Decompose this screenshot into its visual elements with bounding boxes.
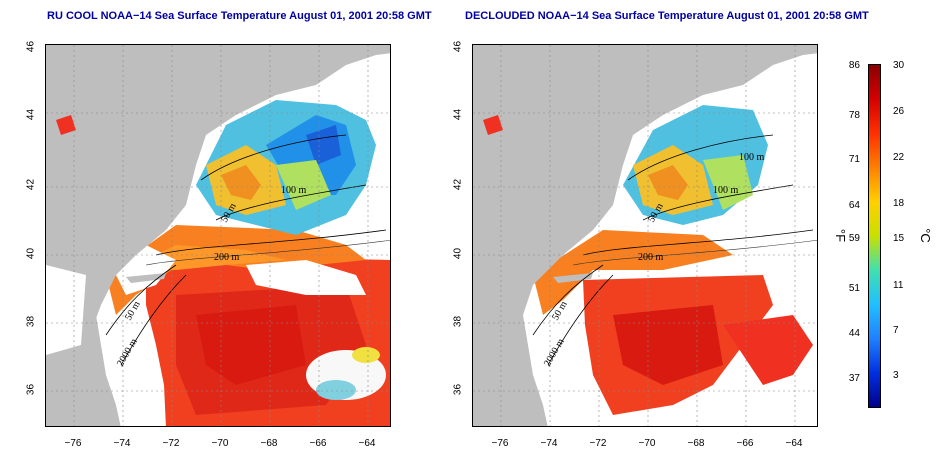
colorbar-c-tick: 18 [893, 198, 905, 209]
right-x-tick: −66 [736, 438, 754, 449]
left-contour-label-2000: 2000 m [115, 337, 140, 369]
right-sst-map: 100 m 100 m 50 m 200 m 50 m 2000 m [472, 44, 818, 427]
left-y-tick: 36 [25, 383, 37, 396]
left-x-tick: −70 [211, 438, 229, 449]
right-y-tick: 46 [452, 40, 464, 53]
colorbar-f-tick: 37 [848, 373, 860, 384]
colorbar-f-tick: 59 [848, 233, 860, 244]
celsius-unit-label: °C [917, 228, 933, 243]
right-map-title: DECLOUDED NOAA−14 Sea Surface Temperatur… [465, 10, 869, 22]
colorbar-c-tick: 26 [893, 106, 905, 117]
right-y-tick: 40 [452, 247, 464, 260]
colorbar-f-tick: 64 [848, 200, 860, 211]
left-x-tick: −74 [113, 438, 131, 449]
left-map-title: RU COOL NOAA−14 Sea Surface Temperature … [47, 10, 432, 22]
left-x-tick: −66 [309, 438, 327, 449]
right-x-tick: −74 [540, 438, 558, 449]
right-contour-label-100: 100 m [713, 185, 739, 196]
right-y-tick: 44 [452, 108, 464, 121]
left-x-tick: −64 [358, 438, 376, 449]
colorbar-f-tick: 51 [848, 283, 860, 294]
right-x-tick: −70 [638, 438, 656, 449]
right-x-tick: −64 [785, 438, 803, 449]
left-sst-image: 100 m 50 m 200 m 50 m 2000 m [46, 45, 390, 426]
left-y-tick: 38 [25, 315, 37, 328]
colorbar-f-tick: 71 [848, 154, 860, 165]
right-y-tick: 38 [452, 315, 464, 328]
right-y-tick: 42 [452, 178, 464, 191]
right-sst-image: 100 m 100 m 50 m 200 m 50 m 2000 m [473, 45, 817, 426]
right-x-tick: −72 [589, 438, 607, 449]
left-contour-label-200: 200 m [214, 252, 240, 263]
left-y-tick: 46 [25, 40, 37, 53]
right-x-tick: −76 [491, 438, 509, 449]
colorbar-f-tick: 44 [848, 328, 860, 339]
temperature-colorbar [868, 64, 881, 408]
right-y-tick: 36 [452, 383, 464, 396]
colorbar-f-tick: 78 [848, 110, 860, 121]
left-x-tick: −76 [64, 438, 82, 449]
right-x-tick: −68 [687, 438, 705, 449]
colorbar-c-tick: 7 [893, 325, 899, 336]
colorbar-c-tick: 15 [893, 233, 905, 244]
left-y-tick: 42 [25, 178, 37, 191]
left-y-tick: 40 [25, 247, 37, 260]
left-contour-label-100: 100 m [281, 185, 307, 196]
colorbar-c-tick: 22 [893, 152, 905, 163]
right-contour-label-100-north: 100 m [739, 152, 765, 163]
fahrenheit-unit-label: °F [833, 228, 849, 243]
right-contour-label-200: 200 m [638, 252, 664, 263]
left-x-tick: −72 [162, 438, 180, 449]
right-contour-label-2000: 2000 m [542, 337, 567, 369]
colorbar-c-tick: 30 [893, 60, 905, 71]
colorbar-c-tick: 3 [893, 370, 899, 381]
colorbar-f-tick: 86 [848, 60, 860, 71]
left-y-tick: 44 [25, 108, 37, 121]
left-sst-map: 100 m 50 m 200 m 50 m 2000 m [45, 44, 391, 427]
left-x-tick: −68 [260, 438, 278, 449]
colorbar-c-tick: 11 [893, 280, 904, 291]
